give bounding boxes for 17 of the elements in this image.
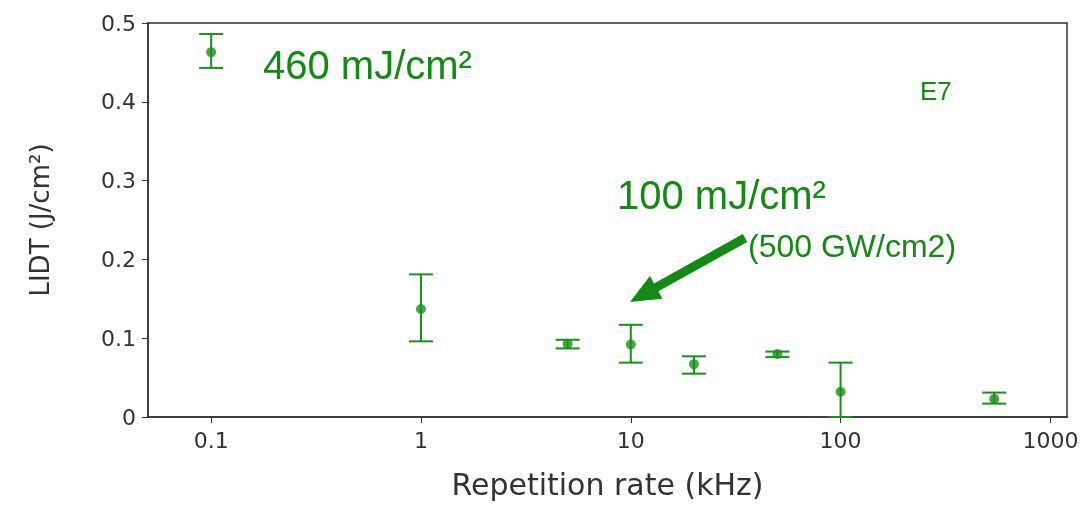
y-tick-label: 0.1 — [101, 325, 136, 351]
x-tick-label: 10 — [616, 427, 645, 453]
x-axis-title: Repetition rate (kHz) — [451, 466, 764, 502]
y-tick-label: 0.2 — [101, 246, 136, 272]
annotation: E7 — [920, 76, 952, 106]
x-tick-label: 0.1 — [193, 427, 229, 453]
annotation: 100 mJ/cm² — [617, 173, 826, 217]
y-tick-label: 0.4 — [101, 89, 136, 115]
x-tick-label: 1 — [413, 427, 428, 453]
y-axis-title: LIDT (J/cm²) — [25, 143, 55, 297]
x-tick-label: 1000 — [1022, 427, 1079, 453]
y-tick-label: 0.3 — [101, 168, 136, 194]
annotation: (500 GW/cm2) — [748, 228, 957, 264]
y-tick-label: 0 — [122, 404, 136, 430]
y-tick-label: 0.5 — [101, 10, 136, 36]
annotation: 460 mJ/cm² — [263, 43, 472, 87]
x-tick-label: 100 — [819, 427, 862, 453]
